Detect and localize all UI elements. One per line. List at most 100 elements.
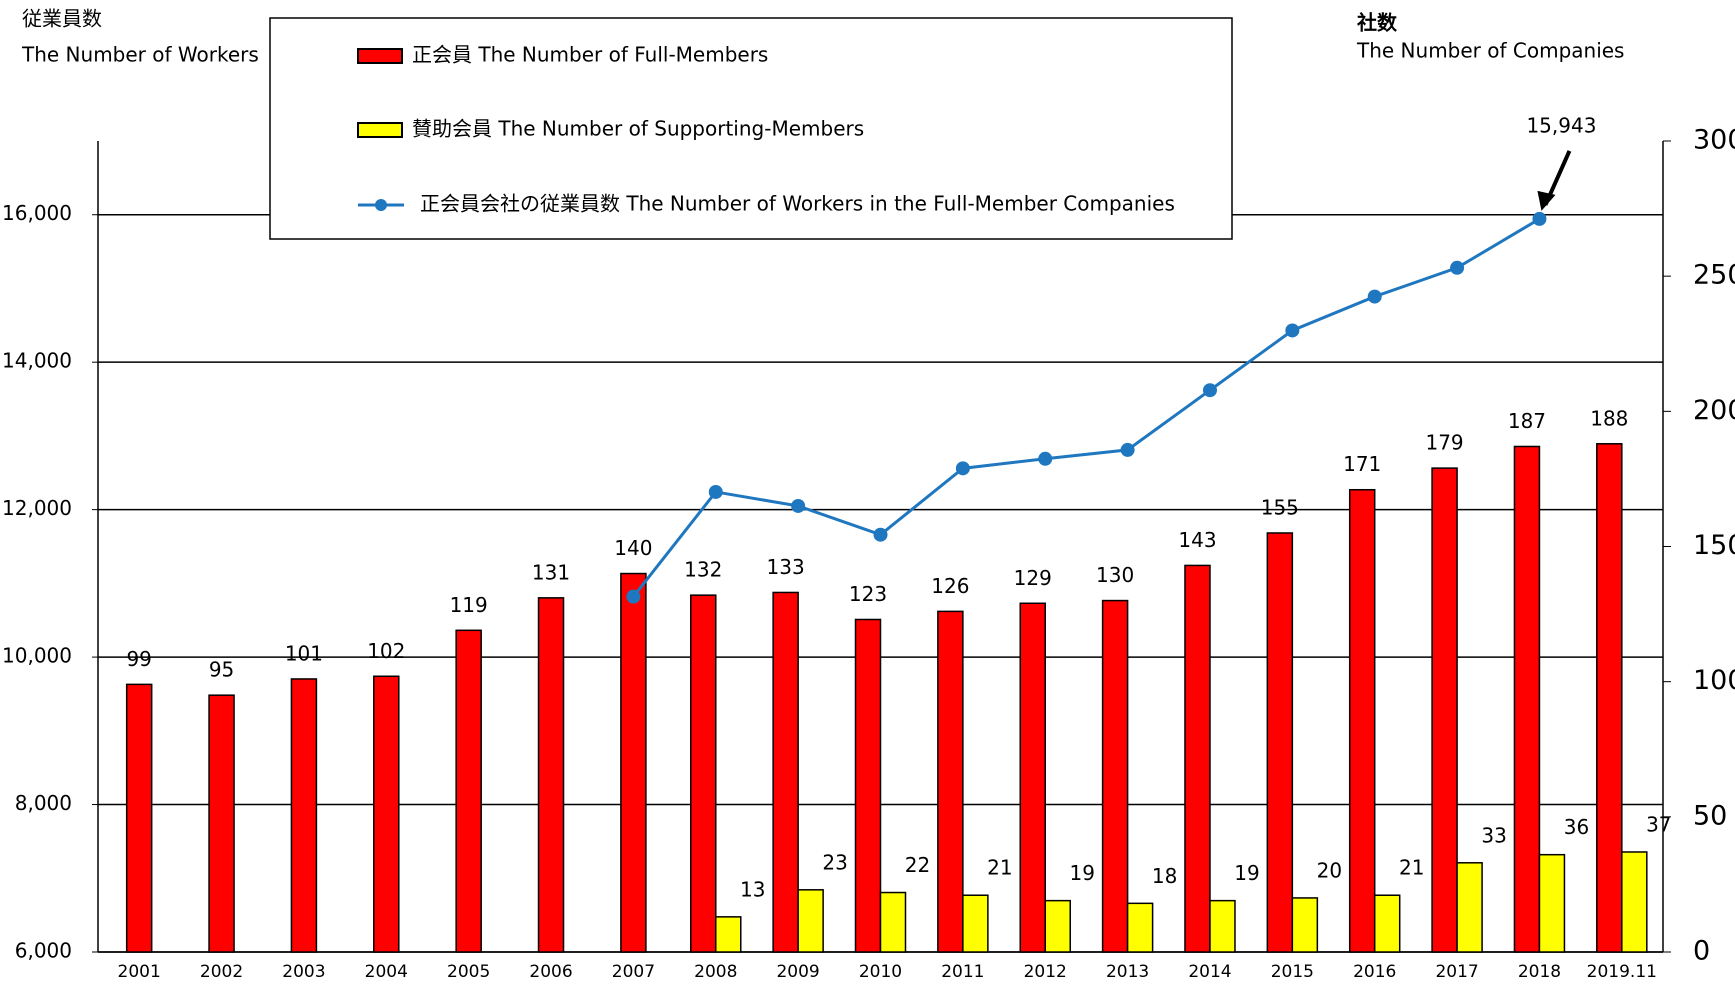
x-tick-label: 2009 — [776, 962, 819, 982]
bar-value-label: 20 — [1317, 858, 1342, 882]
bar — [1266, 532, 1294, 953]
bar-value-label: 23 — [822, 850, 847, 874]
y-tick-label: 8,000 — [15, 791, 72, 815]
x-tick-label: 2015 — [1271, 962, 1314, 982]
x-tick-label: 2017 — [1435, 962, 1478, 982]
line-point — [1450, 260, 1465, 275]
bar-value-label: 37 — [1646, 812, 1671, 836]
x-tick-label: 2001 — [118, 962, 161, 982]
y2-tick-label: 200 — [1693, 395, 1735, 426]
bar-value-label: 140 — [614, 536, 652, 560]
bar-value-label: 99 — [126, 647, 151, 671]
bar — [373, 675, 400, 953]
bar — [1538, 853, 1566, 953]
bar-value-label: 130 — [1096, 563, 1134, 587]
line-point — [708, 484, 723, 499]
bar — [715, 916, 742, 953]
x-tick-label: 2007 — [612, 962, 655, 982]
bar — [937, 610, 964, 953]
line-point — [791, 498, 806, 513]
x-tick-label: 2002 — [200, 962, 243, 982]
bar — [772, 591, 799, 953]
bar-value-label: 131 — [532, 560, 570, 584]
bar — [208, 694, 235, 953]
bar — [1019, 602, 1046, 953]
bar-value-label: 19 — [1070, 861, 1095, 885]
bar-value-label: 133 — [767, 555, 805, 579]
x-tick-label: 2010 — [859, 962, 902, 982]
bar-value-label: 33 — [1481, 823, 1506, 847]
line — [632, 217, 1541, 598]
y2-tick-label: 50 — [1693, 800, 1727, 831]
bar — [537, 597, 565, 953]
bar — [1431, 467, 1458, 953]
bar-value-label: 95 — [209, 658, 234, 682]
bar-value-label: 126 — [931, 574, 969, 598]
y2-tick-label: 100 — [1693, 665, 1735, 696]
bar — [1209, 899, 1236, 953]
bar-value-label: 179 — [1425, 431, 1463, 455]
y2-tick-label: 250 — [1693, 260, 1735, 291]
x-tick-label: 2003 — [282, 962, 325, 982]
line-value-label: 15,943 — [1526, 113, 1596, 137]
legend-swatch — [375, 199, 387, 211]
bar-value-label: 155 — [1261, 495, 1299, 519]
bar — [1126, 902, 1154, 953]
bar-value-label: 21 — [987, 856, 1012, 880]
y2-tick-label: 150 — [1693, 530, 1735, 561]
bar — [797, 889, 824, 953]
bar — [1291, 897, 1319, 953]
bar-value-label: 129 — [1014, 566, 1052, 590]
x-tick-label: 2005 — [447, 962, 490, 982]
x-tick-label: 2014 — [1188, 962, 1231, 982]
x-tick-label: 2008 — [694, 962, 737, 982]
bar — [962, 894, 989, 953]
bar — [455, 629, 482, 953]
bar-value-label: 13 — [740, 877, 765, 901]
bar — [854, 618, 882, 953]
bar — [879, 891, 907, 953]
bar — [1348, 488, 1376, 953]
y-axis-title: 従業員数 — [22, 7, 102, 31]
x-tick-label: 2012 — [1024, 962, 1067, 982]
bar — [1101, 599, 1129, 953]
bar-value-label: 119 — [450, 593, 488, 617]
bar-value-label: 123 — [849, 582, 887, 606]
bar-value-label: 132 — [684, 558, 722, 582]
bar — [1456, 862, 1483, 953]
line-point — [873, 527, 888, 542]
y-tick-label: 6,000 — [15, 939, 72, 963]
annotation-arrowhead — [1537, 190, 1556, 211]
x-tick-label: 2016 — [1353, 962, 1396, 982]
bar-value-label: 187 — [1508, 409, 1546, 433]
bar — [690, 594, 717, 953]
bar — [1373, 894, 1401, 953]
bar — [1513, 445, 1541, 953]
x-tick-label: 2019.11 — [1587, 962, 1657, 982]
bar-value-label: 21 — [1399, 856, 1424, 880]
legend-label: 正会員会社の従業員数 The Number of Workers in the … — [420, 192, 1175, 216]
line-point — [1532, 211, 1547, 226]
bar-value-label: 101 — [285, 641, 323, 665]
bar-value-label: 19 — [1234, 861, 1259, 885]
y2-tick-label: 0 — [1693, 936, 1710, 967]
y2-axis-title: 社数 — [1356, 11, 1398, 35]
x-tick-label: 2018 — [1518, 962, 1561, 982]
line-point — [1367, 289, 1382, 304]
legend-swatch — [357, 48, 403, 64]
bar-value-label: 102 — [367, 639, 405, 663]
legend-box — [269, 17, 1233, 240]
bar-value-label: 143 — [1178, 528, 1216, 552]
bar — [620, 572, 647, 953]
y-tick-label: 14,000 — [2, 349, 72, 373]
line-point — [1120, 442, 1135, 457]
legend-label: 正会員 The Number of Full-Members — [412, 43, 768, 67]
line-point — [1038, 451, 1053, 466]
line-point — [1285, 323, 1300, 338]
y-tick-label: 16,000 — [2, 201, 72, 225]
bar-value-label: 188 — [1590, 406, 1628, 430]
x-tick-label: 2006 — [529, 962, 572, 982]
bar — [125, 683, 153, 953]
y2-tick-label: 300 — [1693, 125, 1735, 156]
